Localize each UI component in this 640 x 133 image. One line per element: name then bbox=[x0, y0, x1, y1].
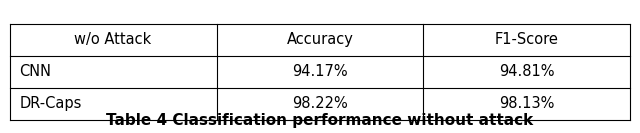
Text: Accuracy: Accuracy bbox=[287, 32, 353, 47]
Text: Table 4 Classification performance without attack: Table 4 Classification performance witho… bbox=[106, 113, 534, 128]
Text: w/o Attack: w/o Attack bbox=[74, 32, 152, 47]
Text: 94.17%: 94.17% bbox=[292, 64, 348, 79]
Text: F1-Score: F1-Score bbox=[495, 32, 559, 47]
Text: 98.22%: 98.22% bbox=[292, 96, 348, 111]
Text: 98.13%: 98.13% bbox=[499, 96, 555, 111]
Text: CNN: CNN bbox=[19, 64, 51, 79]
Text: 94.81%: 94.81% bbox=[499, 64, 555, 79]
Text: DR-Caps: DR-Caps bbox=[19, 96, 81, 111]
